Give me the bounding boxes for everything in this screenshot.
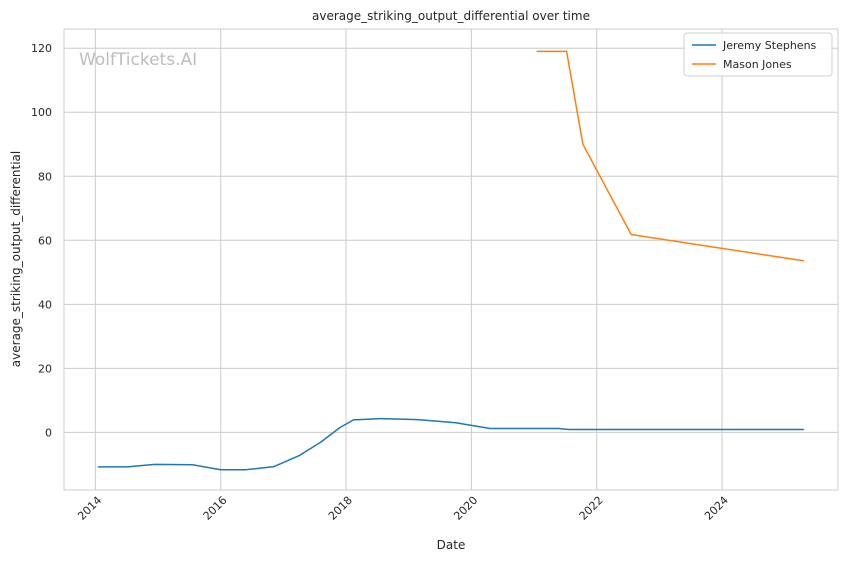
y-tick-label: 100	[31, 106, 52, 119]
x-tick-label: 2024	[702, 494, 731, 523]
y-tick-label: 60	[38, 234, 52, 247]
x-tick-label: 2020	[451, 494, 480, 523]
chart-title: average_striking_output_differential ove…	[312, 9, 590, 23]
watermark: WolfTickets.AI	[79, 50, 197, 70]
series-line-1	[536, 50, 805, 262]
plot-area	[63, 28, 839, 491]
y-tick-label: 80	[38, 170, 52, 183]
x-tick-label: 2016	[201, 494, 230, 523]
series-line-0	[97, 417, 805, 471]
series-layer	[97, 50, 805, 471]
legend: Jeremy Stephens Mason Jones	[683, 32, 833, 77]
y-tick-label: 20	[38, 362, 52, 375]
legend-box	[683, 32, 833, 77]
x-axis-label: Date	[437, 538, 466, 552]
y-axis-label: average_striking_output_differential	[9, 151, 23, 367]
y-tick-label: 0	[45, 426, 52, 439]
y-tick-label: 40	[38, 298, 52, 311]
grid-lines	[64, 29, 838, 490]
x-tick-label: 2014	[75, 494, 104, 523]
y-tick-label: 120	[31, 42, 52, 55]
legend-label-1: Mason Jones	[723, 58, 792, 71]
x-tick-label: 2022	[577, 494, 606, 523]
x-tick-label: 2018	[326, 494, 355, 523]
legend-label-0: Jeremy Stephens	[722, 39, 817, 52]
